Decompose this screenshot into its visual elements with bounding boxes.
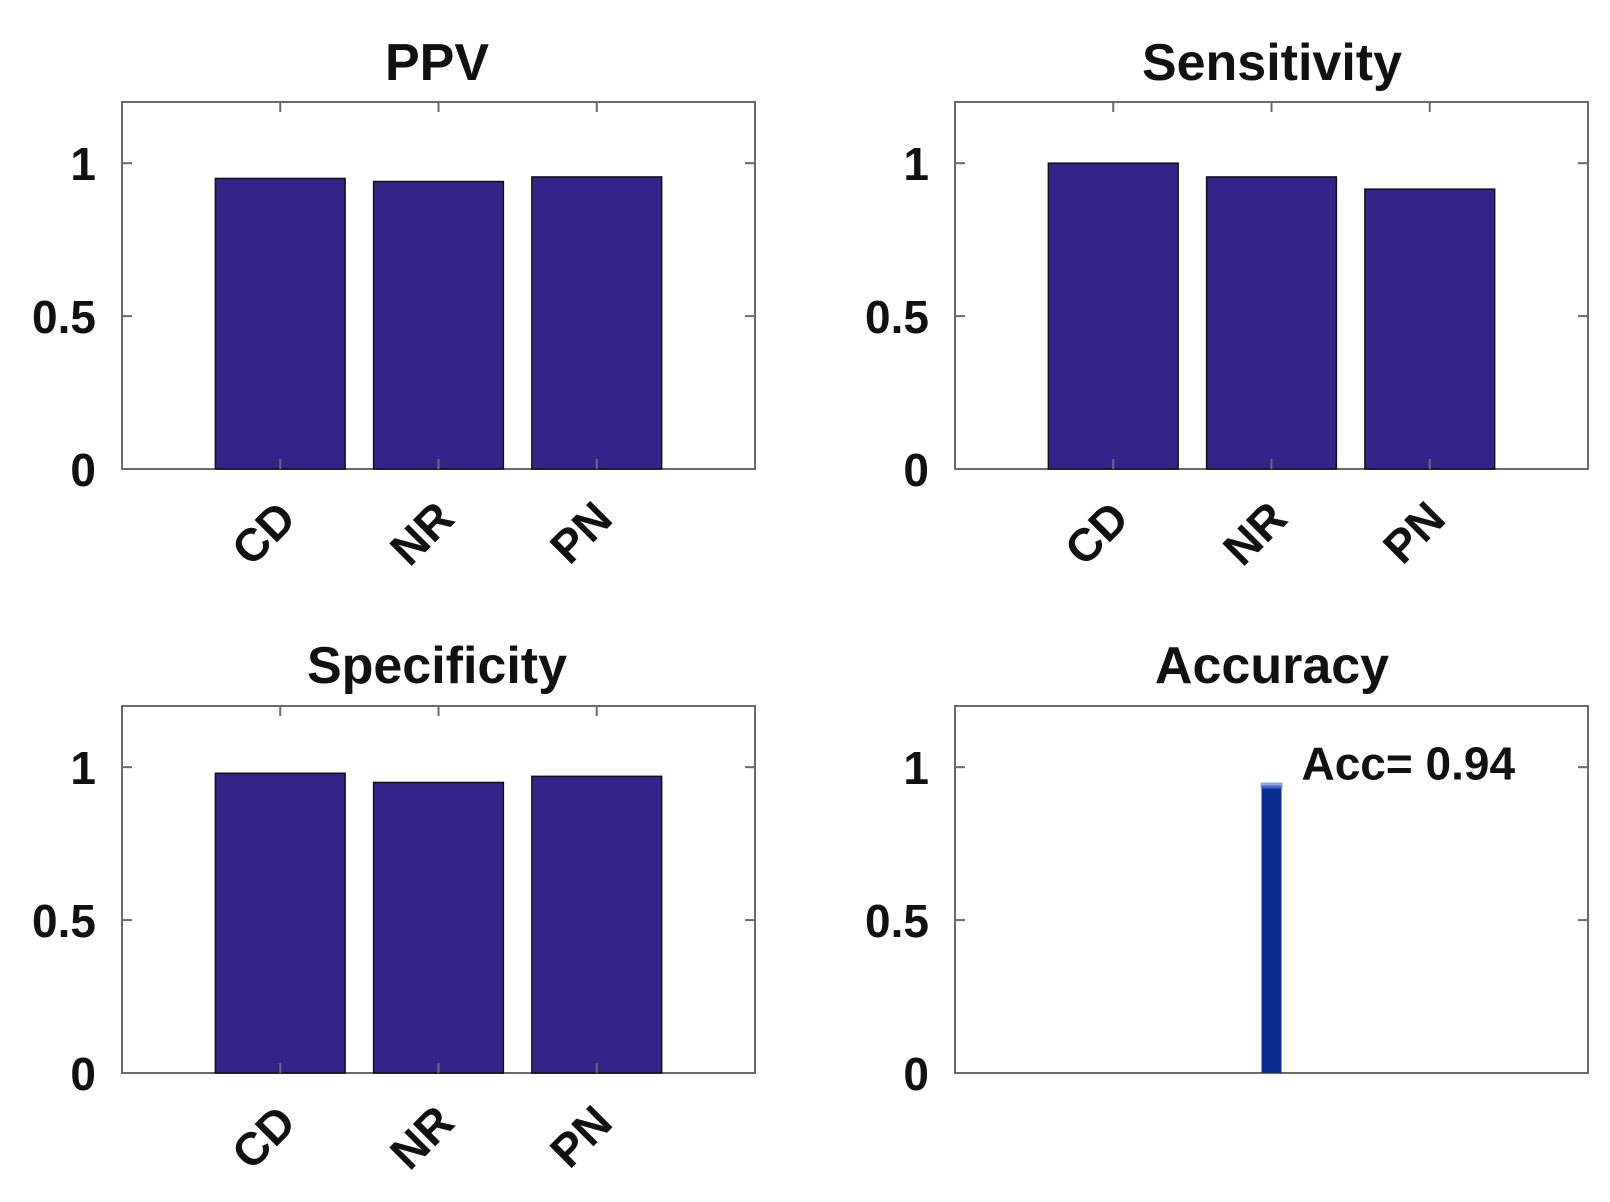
x-tick-label: CD bbox=[222, 1095, 306, 1179]
bar bbox=[1364, 188, 1496, 470]
panel-sensitivity: Sensitivity 0 0.5 1 CD NR PN bbox=[865, 34, 1589, 575]
panel-title: PPV bbox=[385, 34, 489, 92]
y-tick-label: 0 bbox=[70, 444, 96, 496]
panel-accuracy: Accuracy 0 0.5 1 Acc= 0.94 bbox=[865, 637, 1589, 1100]
y-tick-label: 0.5 bbox=[32, 291, 96, 343]
plot-area: 0 0.5 1 Acc= 0.94 bbox=[865, 738, 1588, 1100]
y-tick-label: 1 bbox=[903, 742, 929, 794]
x-tick-label: PN bbox=[1373, 491, 1455, 573]
y-tick-label: 1 bbox=[70, 138, 96, 190]
panel-title: Sensitivity bbox=[1142, 34, 1402, 92]
panel-title: Accuracy bbox=[1155, 637, 1389, 695]
accuracy-bar bbox=[1261, 785, 1282, 1073]
bar bbox=[531, 775, 663, 1074]
bar bbox=[1047, 162, 1179, 470]
y-tick-label: 0 bbox=[903, 1048, 929, 1100]
panel-title: Specificity bbox=[307, 637, 567, 695]
panel-ppv: PPV 0 0.5 1 CD NR PN bbox=[32, 34, 756, 575]
bar bbox=[214, 177, 346, 470]
bar bbox=[372, 781, 505, 1074]
x-tick-label: NR bbox=[380, 491, 464, 575]
x-tick-label: CD bbox=[1055, 491, 1139, 575]
x-tick-label: NR bbox=[380, 1095, 464, 1179]
accuracy-annotation: Acc= 0.94 bbox=[1302, 738, 1516, 790]
bar bbox=[531, 176, 663, 470]
y-tick-label: 0.5 bbox=[32, 895, 96, 947]
x-tick-label: PN bbox=[540, 1095, 622, 1177]
bar bbox=[214, 772, 346, 1074]
y-tick-label: 1 bbox=[70, 742, 96, 794]
y-tick-label: 1 bbox=[903, 138, 929, 190]
accuracy-bar-cap bbox=[1260, 782, 1283, 789]
bar bbox=[1205, 176, 1338, 470]
plot-area: 0 0.5 1 CD NR PN bbox=[865, 102, 1588, 575]
y-tick-label: 0 bbox=[70, 1048, 96, 1100]
bar bbox=[372, 180, 505, 470]
x-tick-label: PN bbox=[540, 491, 622, 573]
plot-area: 0 0.5 1 CD NR PN bbox=[32, 706, 755, 1179]
panel-specificity: Specificity 0 0.5 1 CD NR PN bbox=[32, 637, 756, 1179]
plot-area: 0 0.5 1 CD NR PN bbox=[32, 102, 755, 575]
x-tick-label: NR bbox=[1213, 491, 1297, 575]
y-tick-label: 0 bbox=[903, 444, 929, 496]
y-tick-label: 0.5 bbox=[865, 895, 929, 947]
x-tick-label: CD bbox=[222, 491, 306, 575]
y-tick-label: 0.5 bbox=[865, 291, 929, 343]
